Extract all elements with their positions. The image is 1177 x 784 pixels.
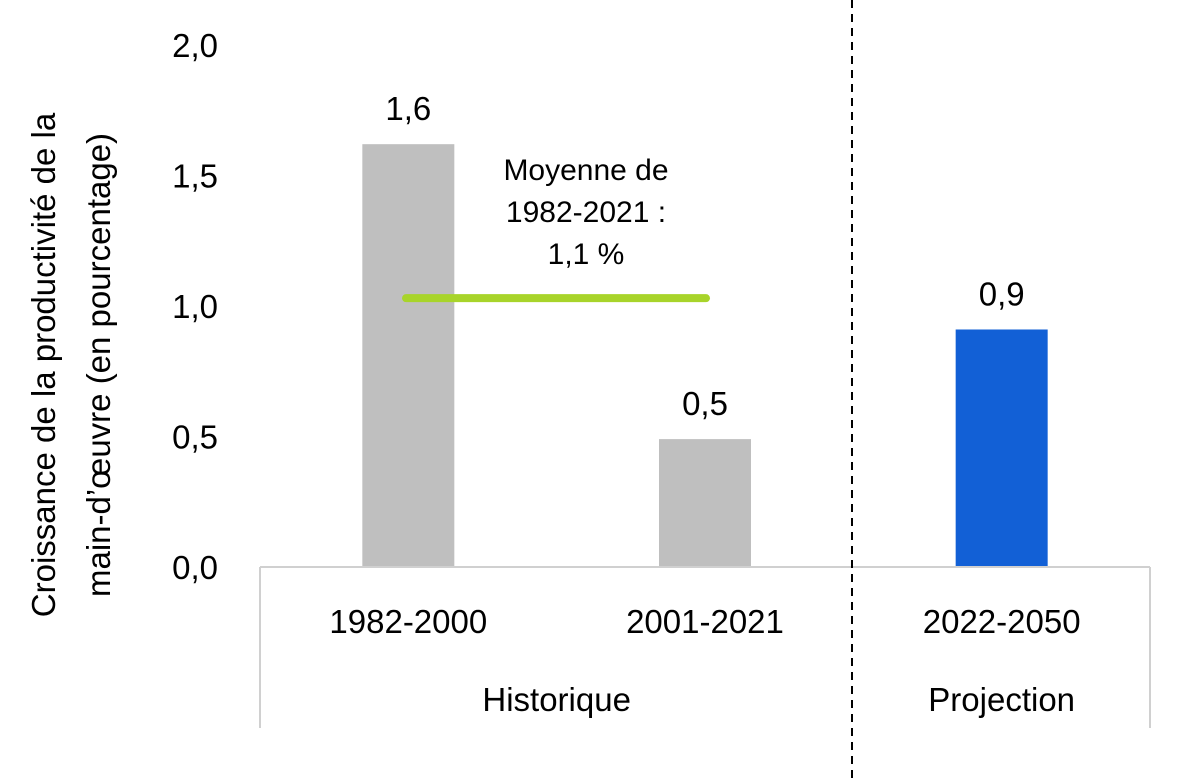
y-tick-label: 1,0	[172, 288, 218, 325]
category-labels: 1982-2000 2001-2021 2022-2050	[329, 603, 1080, 640]
bar-2001-2021	[659, 439, 751, 567]
category-label-2022-2050: 2022-2050	[923, 603, 1081, 640]
y-tick-label: 2,0	[172, 27, 218, 64]
average-annotation-line-3: 1,1 %	[548, 238, 625, 271]
category-axis-frame	[259, 566, 1151, 728]
data-label-2022-2050: 0,9	[979, 275, 1025, 312]
bars	[362, 144, 1048, 567]
group-label-Projection: Projection	[928, 681, 1075, 718]
y-axis-ticks: 0,0 0,5 1,0 1,5 2,0	[172, 27, 218, 586]
average-annotation-line-2: 1982-2021 :	[506, 196, 666, 229]
y-tick-label: 0,0	[172, 549, 218, 586]
average-line-group: Moyenne de 1982-2021 : 1,1 %	[402, 154, 710, 303]
y-axis-title-line-1: Croissance de la productivité de la	[25, 112, 62, 617]
group-label-Historique: Historique	[482, 681, 631, 718]
data-label-2001-2021: 0,5	[682, 385, 728, 422]
y-axis-title-line-2: main-d’œuvre (en pourcentage)	[80, 133, 117, 597]
y-axis-title: Croissance de la productivité de la main…	[25, 112, 117, 617]
average-annotation-line-1: Moyenne de	[503, 154, 668, 187]
data-labels: 1,6 0,5 0,9	[385, 90, 1024, 422]
group-labels: Historique Projection	[482, 681, 1075, 718]
y-tick-label: 0,5	[172, 419, 218, 456]
category-label-2001-2021: 2001-2021	[626, 603, 784, 640]
bar-1982-2000	[362, 144, 455, 567]
data-label-1982-2000: 1,6	[385, 90, 431, 127]
y-tick-label: 1,5	[172, 158, 218, 195]
category-label-1982-2000: 1982-2000	[329, 603, 487, 640]
bar-2022-2050	[955, 329, 1048, 567]
